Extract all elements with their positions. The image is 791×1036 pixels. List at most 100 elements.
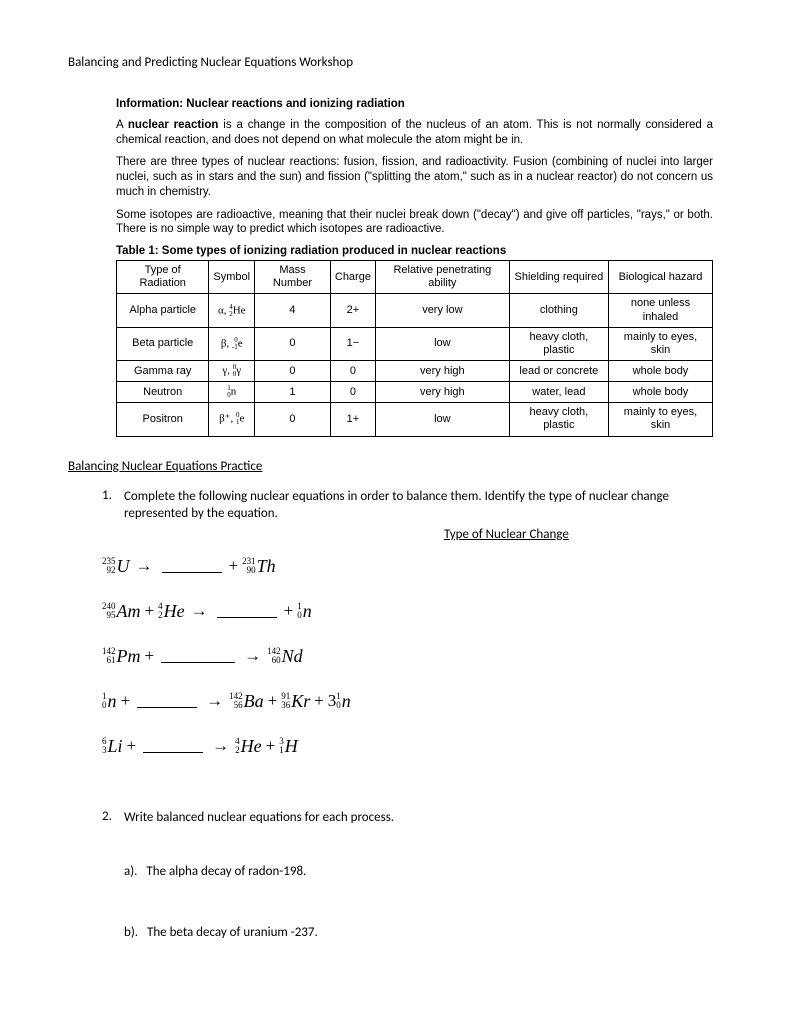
equation: 14261Pm+ → 14260Nd	[102, 646, 723, 667]
nuclide: 9136Kr	[281, 691, 310, 712]
q2-number: 2.	[102, 809, 124, 987]
q2-sublist: a). The alpha decay of radon-198. b). Th…	[124, 864, 723, 940]
table-header: Biological hazard	[608, 261, 712, 294]
info-para-3: Some isotopes are radioactive, meaning t…	[116, 208, 713, 237]
info-heading: Information: Nuclear reactions and ioniz…	[116, 98, 713, 110]
table-header: Mass Number	[255, 261, 331, 294]
cell-type: Neutron	[117, 382, 209, 403]
plus-sign: +	[229, 556, 239, 576]
info-para-2: There are three types of nuclear reactio…	[116, 155, 713, 199]
nuclide: 23592U	[102, 556, 130, 577]
cell-shield: lead or concrete	[509, 361, 608, 382]
table-header: Symbol	[209, 261, 255, 294]
cell-pen: low	[375, 403, 509, 436]
cell-type: Positron	[117, 403, 209, 436]
blank-field[interactable]	[217, 604, 277, 618]
cell-bio: none unless inhaled	[608, 294, 712, 327]
blank-field[interactable]	[137, 694, 197, 708]
arrow-icon: →	[212, 736, 229, 756]
plus-sign: +	[121, 691, 131, 711]
table-header: Shielding required	[509, 261, 608, 294]
nuclide: 14261Pm	[102, 646, 141, 667]
cell-charge: 1+	[330, 403, 375, 436]
p1-bold: nuclear reaction	[128, 119, 219, 131]
cell-type: Alpha particle	[117, 294, 209, 327]
coefficient: 3	[328, 691, 337, 711]
q2-b: b). The beta decay of uranium -237.	[124, 925, 723, 940]
cell-type: Beta particle	[117, 327, 209, 360]
blank-field[interactable]	[161, 649, 235, 663]
equation: 63Li+→42He+31H	[102, 736, 723, 757]
info-para-1: A nuclear reaction is a change in the co…	[116, 118, 713, 147]
cell-massnum: 0	[255, 327, 331, 360]
nuclide: 10n	[297, 601, 312, 622]
info-block: Information: Nuclear reactions and ioniz…	[116, 98, 713, 437]
plus-sign: +	[145, 601, 155, 621]
q2b-text: The beta decay of uranium -237.	[147, 925, 318, 940]
practice-heading: Balancing Nuclear Equations Practice	[68, 459, 723, 474]
cell-type: Gamma ray	[117, 361, 209, 382]
nuclide: 14256Ba	[229, 691, 264, 712]
table-header: Charge	[330, 261, 375, 294]
table-caption: Table 1: Some types of ionizing radiatio…	[116, 245, 713, 257]
cell-pen: low	[375, 327, 509, 360]
equation: 10n+→14256Ba+9136Kr+310n	[102, 691, 723, 712]
cell-symbol: γ, 00γ	[209, 361, 255, 382]
plus-sign: +	[127, 736, 137, 756]
arrow-icon: →	[244, 646, 261, 666]
cell-bio: mainly to eyes, skin	[608, 327, 712, 360]
cell-shield: heavy cloth, plastic	[509, 403, 608, 436]
blank-field[interactable]	[162, 559, 222, 573]
plus-sign: +	[145, 646, 155, 666]
nuclide: 10n	[102, 691, 117, 712]
blank-field[interactable]	[143, 739, 203, 753]
table-row: Beta particleβ, 0-1e01−lowheavy cloth, p…	[117, 327, 713, 360]
arrow-icon: →	[191, 601, 208, 621]
plus-sign: +	[314, 691, 324, 711]
cell-massnum: 1	[255, 382, 331, 403]
plus-sign: +	[284, 601, 294, 621]
equations-block: 23592U→+23190Th24095Am+42He→+10n14261Pm+…	[102, 556, 723, 757]
q2a-text: The alpha decay of radon-198.	[146, 864, 306, 879]
table-header: Type of Radiation	[117, 261, 209, 294]
cell-symbol: β, 0-1e	[209, 327, 255, 360]
q1-text: Complete the following nuclear equations…	[124, 488, 723, 523]
nuclide: 10n	[336, 691, 351, 712]
cell-pen: very high	[375, 361, 509, 382]
p1-a: A	[116, 119, 128, 131]
question-1: 1. Complete the following nuclear equati…	[102, 488, 723, 781]
cell-charge: 1−	[330, 327, 375, 360]
nuclide: 24095Am	[102, 601, 141, 622]
cell-shield: clothing	[509, 294, 608, 327]
nuclide: 23190Th	[242, 556, 276, 577]
cell-shield: water, lead	[509, 382, 608, 403]
nuclide: 31H	[279, 736, 298, 757]
cell-shield: heavy cloth, plastic	[509, 327, 608, 360]
equation: 23592U → +23190Th	[102, 556, 723, 577]
cell-massnum: 0	[255, 361, 331, 382]
q2-text: Write balanced nuclear equations for eac…	[124, 809, 723, 827]
type-of-change-label: Type of Nuclear Change	[444, 527, 723, 542]
cell-bio: whole body	[608, 361, 712, 382]
page-title: Balancing and Predicting Nuclear Equatio…	[68, 55, 723, 70]
cell-massnum: 4	[255, 294, 331, 327]
q2a-label: a).	[124, 864, 137, 879]
nuclide: 14260Nd	[267, 646, 303, 667]
q2b-label: b).	[124, 925, 138, 940]
cell-bio: whole body	[608, 382, 712, 403]
cell-massnum: 0	[255, 403, 331, 436]
question-2: 2. Write balanced nuclear equations for …	[102, 809, 723, 987]
table-row: Alpha particleα, 42He42+very lowclothing…	[117, 294, 713, 327]
cell-symbol: 10n	[209, 382, 255, 403]
nuclide: 42He	[235, 736, 262, 757]
equation: 24095Am+42He→+10n	[102, 601, 723, 622]
q2-a: a). The alpha decay of radon-198.	[124, 864, 723, 879]
cell-charge: 0	[330, 382, 375, 403]
cell-charge: 0	[330, 361, 375, 382]
table-header: Relative penetrating ability	[375, 261, 509, 294]
arrow-icon: →	[136, 556, 153, 576]
radiation-table: Type of RadiationSymbolMass NumberCharge…	[116, 260, 713, 437]
cell-pen: very low	[375, 294, 509, 327]
plus-sign: +	[266, 736, 276, 756]
question-list: 1. Complete the following nuclear equati…	[102, 488, 723, 987]
